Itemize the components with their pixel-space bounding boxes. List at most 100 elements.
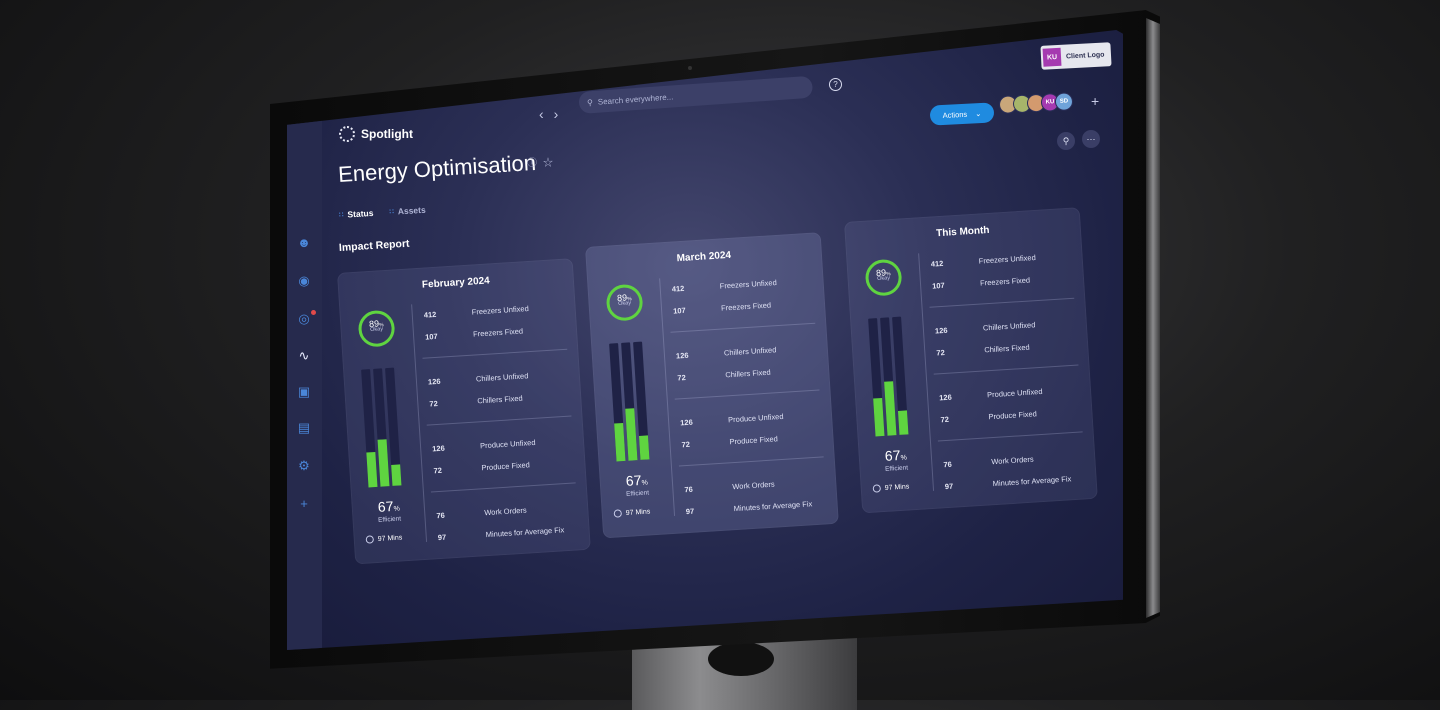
stat-label: Chillers Unfixed [723,344,777,357]
efficiency-value: 67% Efficient [363,497,414,525]
monitor-edge [1146,18,1160,618]
stat-number: 76 [943,459,953,469]
stat-number: 412 [671,283,685,294]
efficiency-label: Efficient [884,464,909,473]
stats-list: 412 Freezers Unfixed 107 Freezers Fixed … [667,269,827,523]
client-logo-badge: KU [1042,47,1062,67]
impact-card: March 2024 89% Okay 67% Efficient 97 Min… [585,232,839,539]
clock-icon [872,484,882,493]
plus-icon[interactable]: + [300,496,308,511]
more-options-button[interactable]: ⋯ [1082,130,1100,148]
stats-separator [422,348,568,359]
tab-assets[interactable]: ∷ Assets [389,205,426,217]
stat-number: 97 [685,506,695,516]
bar-fill [884,380,897,436]
bar-fill [366,451,378,488]
gear-icon[interactable]: ⚙ [298,458,310,473]
bar-fill [625,408,638,461]
stat-number: 126 [431,443,445,453]
actions-button[interactable]: Actions ⌄ [929,102,995,126]
stat-number: 126 [679,417,693,427]
monitor-chart-icon[interactable]: ▣ [297,384,311,399]
collaborator-avatars: KU SD [998,92,1074,115]
impact-card: February 2024 89% Okay 67% Efficient 97 … [337,258,591,565]
nav-arrows[interactable]: ‹› [539,106,568,122]
stat-label: Chillers Unfixed [982,319,1036,332]
average-mins: 97 Mins [365,533,403,544]
star-icon[interactable]: ☆ [543,158,559,169]
efficiency-value: 67% Efficient [870,446,921,474]
app-logo[interactable]: Spotlight [339,126,413,142]
chevron-down-icon: ⌄ [974,108,982,118]
mins-text: 97 Mins [625,507,651,517]
back-arrow-icon[interactable]: ‹ [539,106,554,122]
efficiency-number: 67 [377,497,394,515]
impact-card: This Month 89% Okay 67% Efficient 97 Min… [844,207,1098,514]
stat-number: 76 [436,510,446,520]
stat-label: Work Orders [991,454,1034,466]
stat-number: 72 [429,398,438,408]
stat-number: 72 [681,439,691,449]
efficiency-unit: % [900,454,908,462]
app-screen: ☻ ◉ ◎ ∿ ▣ ▤ ⚙ + Spotlight ‹› ⚲ Search ev… [287,30,1123,650]
monitor-stand-hole [708,642,774,676]
ring-label: Okay [877,275,891,283]
app-name: Spotlight [361,127,413,141]
location-pin-icon[interactable]: ◉ [298,273,310,288]
efficiency-label: Efficient [377,515,402,524]
stat-number: 72 [940,414,950,424]
search-placeholder: Search everywhere... [597,91,674,107]
stats-separator [937,431,1083,442]
stat-label: Chillers Unfixed [475,370,529,383]
bar-fill [614,423,626,462]
efficiency-bars [868,316,909,437]
stat-label: Produce Fixed [988,408,1038,421]
stats-separator [430,482,576,493]
stats-separator [933,364,1079,375]
stat-number: 412 [423,309,437,320]
notification-dot [311,310,316,315]
target-icon[interactable]: ◎ [298,311,310,326]
stat-label: Work Orders [732,479,775,491]
bar-fill [897,410,909,435]
document-icon[interactable]: ▤ [297,420,311,435]
stat-label: Freezers Unfixed [978,252,1036,266]
average-mins: 97 Mins [613,507,651,518]
monitor-camera [688,66,692,70]
stat-number: 126 [938,392,952,402]
stat-label: Produce Unfixed [986,386,1043,399]
help-icon[interactable]: ? [829,78,842,91]
stats-separator [929,297,1075,308]
user-icon[interactable]: ☻ [297,235,311,250]
spotlight-logo-icon [339,126,355,142]
bar-fill [377,439,390,487]
info-icon[interactable]: ⓘ [527,158,543,169]
client-logo-text: Client Logo [1065,51,1105,61]
efficiency-value: 67% Efficient [611,471,662,499]
pulse-icon[interactable]: ∿ [298,348,310,363]
stat-number: 97 [437,532,447,542]
stat-label: Freezers Fixed [720,299,772,313]
section-title: Impact Report [338,237,410,254]
search-button[interactable]: ⚲ [1057,132,1075,150]
stat-number: 126 [427,376,441,386]
stats-separator [426,415,572,426]
avatar[interactable]: SD [1054,92,1074,112]
stats-separator [674,389,820,400]
forward-arrow-icon[interactable]: › [553,106,569,122]
tab-bar: ∷ Status ∷ Assets [339,205,426,220]
bar-fill [638,435,650,460]
add-collaborator-icon[interactable]: + [1091,93,1100,109]
okay-ring-gauge: 89% Okay [357,309,396,348]
stat-label: Work Orders [484,505,527,517]
bar-fill [873,398,885,437]
grid-icon: ∷ [338,211,344,219]
actions-label: Actions [942,109,968,120]
stat-label: Minutes for Average Fix [992,473,1072,488]
efficiency-number: 67 [884,446,901,464]
stat-label: Freezers Unfixed [719,277,777,291]
stat-number: 126 [675,350,689,360]
client-logo: KU Client Logo [1040,42,1112,70]
tab-status[interactable]: ∷ Status [339,208,374,220]
card-title: February 2024 [421,275,491,291]
